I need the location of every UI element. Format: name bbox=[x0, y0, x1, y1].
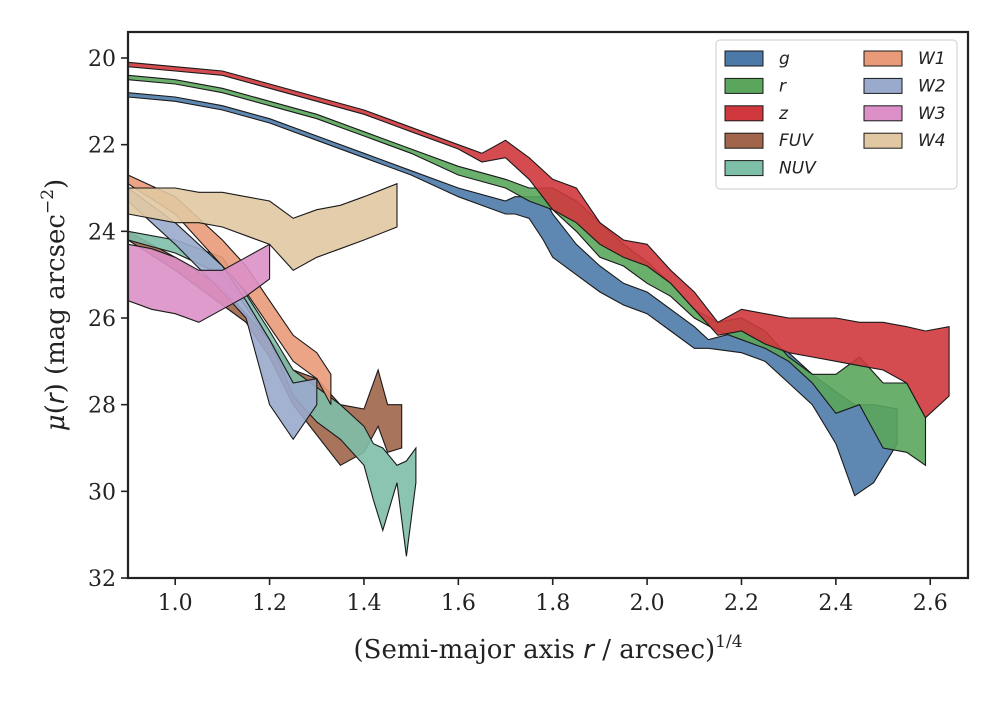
series-band-z bbox=[128, 61, 950, 419]
y-tick-label: 20 bbox=[88, 47, 116, 72]
legend-swatch-r bbox=[724, 77, 764, 94]
x-tick-label: 1.8 bbox=[535, 591, 570, 616]
y-tick-label: 32 bbox=[88, 567, 116, 592]
y-tick-label: 28 bbox=[88, 394, 116, 419]
legend-label-w4: W4 bbox=[918, 131, 946, 151]
x-tick-label: 1.0 bbox=[158, 591, 193, 616]
y-axis-label: μ(r) (mag arcsec−2) bbox=[38, 179, 71, 431]
series-band-w1 bbox=[128, 174, 332, 405]
legend-swatch-w2 bbox=[863, 77, 903, 94]
legend-label-fuv: FUV bbox=[779, 131, 814, 151]
legend-swatch-z bbox=[724, 105, 764, 122]
legend-label-w1: W1 bbox=[918, 49, 946, 69]
legend-swatch-g bbox=[724, 50, 764, 67]
legend-label-g: g bbox=[779, 49, 790, 69]
legend-label-w3: W3 bbox=[918, 104, 946, 124]
x-axis-label: (Semi-major axis r / arcsec)1/4 bbox=[353, 632, 742, 665]
x-tick-label: 1.2 bbox=[252, 591, 287, 616]
legend-swatch-w4 bbox=[863, 132, 903, 149]
legend-label-z: z bbox=[778, 104, 789, 124]
legend-label-r: r bbox=[779, 76, 787, 96]
x-tick-label: 2.0 bbox=[630, 591, 665, 616]
x-tick-label: 1.4 bbox=[346, 591, 381, 616]
legend-swatch-nuv bbox=[724, 160, 764, 177]
y-tick-label: 22 bbox=[88, 134, 116, 159]
x-tick-label: 2.2 bbox=[724, 591, 759, 616]
y-tick-label: 30 bbox=[88, 480, 116, 505]
legend-swatch-fuv bbox=[724, 132, 764, 149]
series-band-r bbox=[128, 74, 927, 467]
y-tick-label: 24 bbox=[88, 220, 116, 245]
y-tick-label: 26 bbox=[88, 307, 116, 332]
legend-label-w2: W2 bbox=[918, 76, 946, 96]
x-tick-label: 2.6 bbox=[913, 591, 948, 616]
legend: grz FUV NUV W1 W2 W3 W4 bbox=[715, 39, 958, 190]
x-tick-label: 2.4 bbox=[818, 591, 853, 616]
series-areas bbox=[128, 61, 950, 557]
x-tick-label: 1.6 bbox=[441, 591, 476, 616]
axis-ticks: 1.0 1.2 1.4 1.6 1.8 2.0 2.2 2.4 2.6 20 22 24 26 28 30 3… bbox=[88, 47, 948, 616]
legend-label-nuv: NUV bbox=[779, 159, 817, 179]
legend-box bbox=[715, 39, 958, 190]
series-band-w3 bbox=[128, 243, 271, 323]
legend-swatch-w3 bbox=[863, 105, 903, 122]
plot-frame bbox=[126, 30, 970, 580]
legend-swatch-w1 bbox=[863, 50, 903, 67]
series-band-w4 bbox=[128, 182, 398, 271]
